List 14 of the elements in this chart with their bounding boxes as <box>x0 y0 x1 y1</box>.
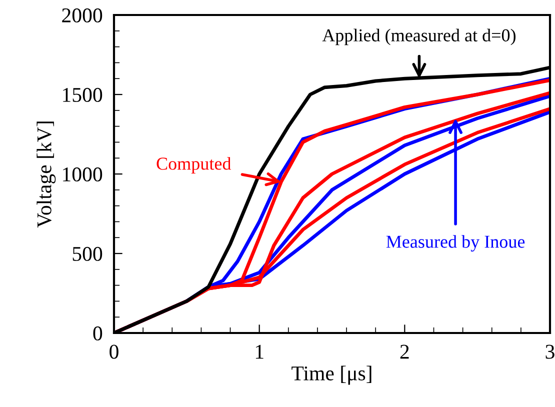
x-tick-label: 0 <box>110 344 118 359</box>
y-tick-label: 2000 <box>62 8 102 22</box>
y-tick-label: 0 <box>93 326 102 340</box>
y-axis-title: Voltage [kV] <box>36 122 56 228</box>
x-tick-label: 3 <box>546 344 554 359</box>
x-axis-title: Time [μs] <box>292 366 372 385</box>
x-tick-label: 1 <box>256 344 264 359</box>
y-tick-label: 1000 <box>63 167 102 182</box>
y-tick-label: 1500 <box>63 88 102 102</box>
y-tick-label: 500 <box>72 246 102 261</box>
x-tick-label: 2 <box>400 344 409 359</box>
annotation: Computed <box>156 157 232 174</box>
annotation: Applied (measured at d=0) <box>322 28 516 46</box>
annotation: Measured by Inoue <box>386 235 525 252</box>
